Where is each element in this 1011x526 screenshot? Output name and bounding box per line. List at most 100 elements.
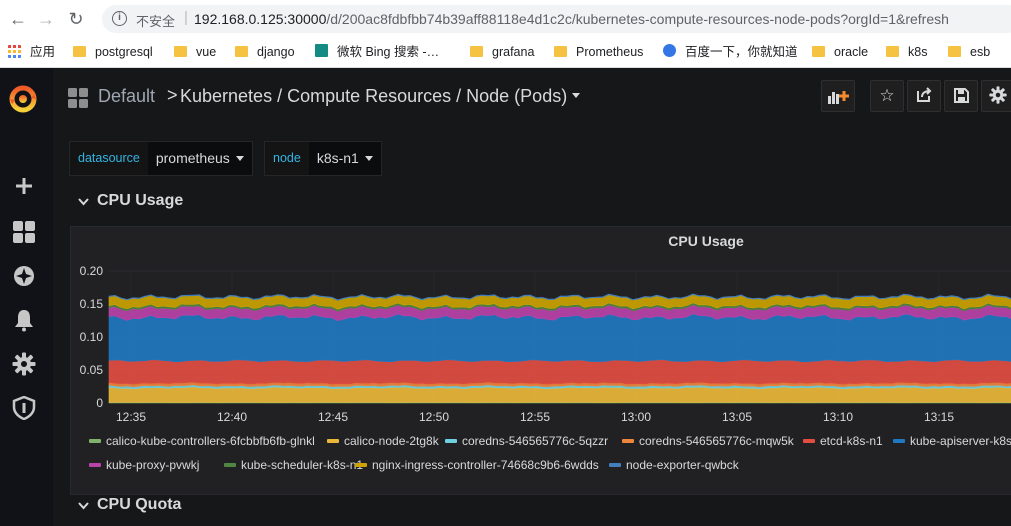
save-icon	[953, 88, 969, 103]
folder-icon	[470, 46, 483, 57]
legend-swatch	[355, 463, 367, 467]
legend-label: calico-node-2tg8k	[344, 434, 439, 448]
address-row: ← → ↻ i 不安全 | 192.168.0.125:30000/d/200a…	[0, 0, 1011, 38]
bookmark-oracle[interactable]: oracle	[812, 44, 868, 62]
dashboard-grid-icon	[68, 88, 88, 108]
x-tick-label: 13:00	[621, 410, 651, 424]
legend-item[interactable]: node-exporter-qwbck	[609, 458, 739, 472]
server-admin-shield-icon[interactable]	[12, 396, 36, 420]
panel-title[interactable]: CPU Usage	[668, 233, 744, 249]
legend-swatch	[445, 439, 457, 443]
bookmark-apps[interactable]: 应用	[8, 44, 55, 62]
bookmark-prometheus[interactable]: Prometheus	[554, 44, 643, 62]
legend-swatch	[89, 439, 101, 443]
legend-label: kube-proxy-pvwkj	[106, 458, 200, 472]
browser-chrome: ← → ↻ i 不安全 | 192.168.0.125:30000/d/200a…	[0, 0, 1011, 68]
baidu-icon	[663, 44, 676, 57]
address-bar[interactable]: i 不安全 | 192.168.0.125:30000/d/200ac8fdbf…	[102, 5, 1011, 33]
legend-label: kube-apiserver-k8s-	[910, 434, 1011, 448]
explore-compass-icon[interactable]	[12, 264, 36, 288]
bookmark-baidu[interactable]: 百度一下，你就知道	[663, 44, 798, 62]
folder-icon	[948, 46, 961, 57]
row-collapse-chevron-icon[interactable]	[78, 196, 89, 207]
star-dashboard-button[interactable]: ☆	[870, 80, 904, 112]
info-icon[interactable]: i	[112, 11, 127, 26]
legend-label: kube-scheduler-k8s-n1	[241, 458, 364, 472]
datasource-select[interactable]: prometheus	[147, 142, 252, 175]
legend-item[interactable]: coredns-546565776c-5qzzr	[445, 434, 608, 448]
bookmark-label: 百度一下，你就知道	[685, 45, 798, 59]
save-dashboard-button[interactable]	[944, 80, 978, 112]
bookmark-k8s[interactable]: k8s	[886, 44, 927, 62]
apps-grid-icon	[8, 45, 21, 58]
add-panel-icon	[828, 91, 849, 104]
grafana-app: Default > Kubernetes / Compute Resources…	[0, 68, 1011, 526]
url-separator: |	[184, 9, 188, 26]
share-dashboard-button[interactable]	[907, 80, 941, 112]
variable-datasource: datasource prometheus	[69, 141, 253, 176]
grafana-logo-icon[interactable]	[8, 84, 38, 114]
chevron-down-icon[interactable]	[572, 93, 580, 98]
bookmark-postgresql[interactable]: postgresql	[73, 44, 153, 62]
forward-icon[interactable]: →	[37, 9, 55, 29]
legend-item[interactable]: calico-node-2tg8k	[327, 434, 439, 448]
plus-icon[interactable]	[12, 174, 36, 198]
bookmark-django[interactable]: django	[235, 44, 295, 62]
bing-icon	[315, 44, 328, 57]
insecure-label: 不安全	[136, 14, 176, 29]
url-host: 192.168.0.125:30000	[194, 11, 327, 27]
legend-label: node-exporter-qwbck	[626, 458, 739, 472]
legend-item[interactable]: kube-apiserver-k8s-	[893, 434, 1011, 448]
legend-item[interactable]: coredns-546565776c-mqw5k	[622, 434, 794, 448]
legend-item[interactable]: calico-kube-controllers-6fcbbfb6fb-glnkl	[89, 434, 315, 448]
folder-icon	[812, 46, 825, 57]
y-tick-label: 0.15	[80, 297, 104, 311]
node-select[interactable]: k8s-n1	[308, 142, 381, 175]
y-tick-label: 0.05	[80, 363, 104, 377]
x-tick-label: 12:45	[318, 410, 348, 424]
legend-item[interactable]: kube-scheduler-k8s-n1	[224, 458, 363, 472]
series-area-5	[108, 313, 1011, 363]
bookmark-esb[interactable]: esb	[948, 44, 990, 62]
legend-label: etcd-k8s-n1	[820, 434, 883, 448]
alerting-bell-icon[interactable]	[12, 308, 36, 332]
variable-value: prometheus	[155, 150, 230, 166]
row-title-cpu-quota[interactable]: CPU Quota	[97, 496, 182, 513]
configuration-gear-icon[interactable]	[12, 352, 36, 376]
back-icon[interactable]: ←	[9, 9, 27, 29]
x-tick-label: 13:05	[722, 410, 752, 424]
bookmark-vue[interactable]: vue	[174, 44, 216, 62]
cpu-usage-chart: 0 0.05 0.10 0.15 0.20 12:35 12:40 12:45 12:50 12:…	[80, 264, 1011, 424]
legend-item[interactable]: nginx-ingress-controller-74668c9b6-6wdds	[355, 458, 599, 472]
legend-item[interactable]: etcd-k8s-n1	[803, 434, 883, 448]
reload-icon[interactable]: ↻	[68, 9, 84, 29]
row-collapse-chevron-icon[interactable]	[78, 500, 89, 511]
share-icon	[917, 87, 932, 102]
dashboard-title[interactable]: Kubernetes / Compute Resources / Node (P…	[180, 86, 568, 106]
dashboards-icon[interactable]	[12, 220, 36, 244]
bookmark-label: Prometheus	[576, 45, 644, 59]
breadcrumb-folder[interactable]: Default	[98, 86, 156, 106]
legend-swatch	[803, 439, 815, 443]
bookmark-label: grafana	[492, 45, 535, 59]
bookmark-grafana[interactable]: grafana	[470, 44, 534, 62]
bookmark-label: esb	[970, 45, 991, 59]
legend-item[interactable]: kube-proxy-pvwkj	[89, 458, 199, 472]
row-title-cpu-usage[interactable]: CPU Usage	[97, 192, 184, 209]
bookmark-label: k8s	[908, 45, 928, 59]
folder-icon	[235, 46, 248, 57]
url-text[interactable]: 192.168.0.125:30000/d/200ac8fdbfbb74b39a…	[194, 11, 949, 27]
bookmark-label: 微软 Bing 搜索 -…	[337, 45, 440, 59]
y-tick-label: 0	[96, 396, 103, 410]
chevron-down-icon	[235, 156, 244, 161]
add-panel-button[interactable]	[821, 80, 855, 112]
chart-legend: calico-kube-controllers-6fcbbfb6fb-glnkl…	[89, 434, 1011, 484]
bookmark-bing[interactable]: 微软 Bing 搜索 -…	[315, 44, 439, 62]
cpu-usage-panel: CPU Usage 0 0.05 0.10 0.15 0.20 12:35 12:40 12:…	[70, 226, 1011, 495]
bookmark-label: django	[257, 45, 295, 59]
dashboard-settings-button[interactable]	[981, 80, 1011, 112]
legend-swatch	[893, 439, 905, 443]
bookmark-label: vue	[196, 45, 217, 59]
folder-icon	[73, 46, 86, 57]
x-tick-label: 12:55	[520, 410, 550, 424]
